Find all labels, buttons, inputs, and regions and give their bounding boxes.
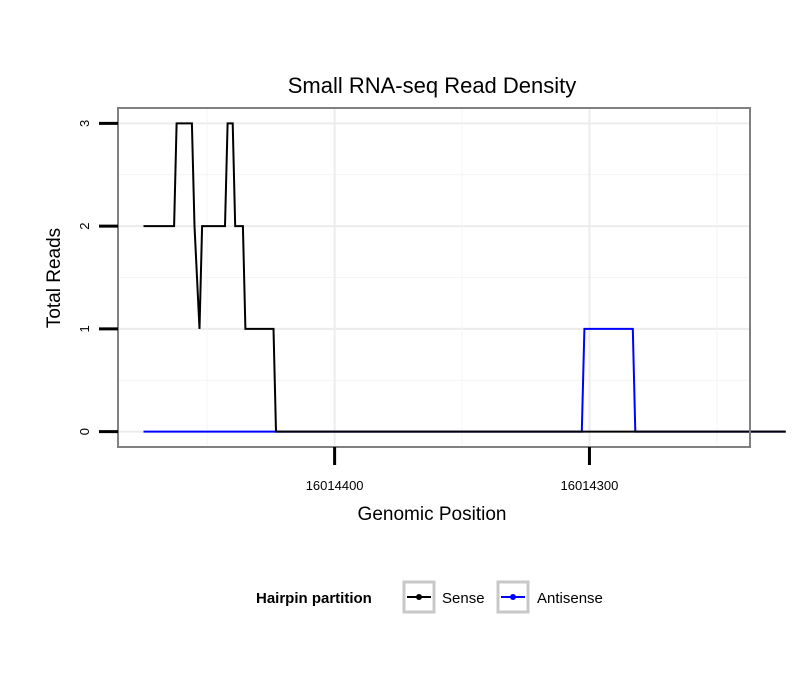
plot-border [117,107,751,448]
y-tick-label: 1 [77,325,92,332]
y-tick-label: 2 [77,222,92,229]
legend-title: Hairpin partition [256,590,372,607]
y-axis: 0 1 2 3 [77,120,118,435]
y-tick-label: 3 [77,120,92,127]
grid-lines [118,108,750,447]
x-axis-title: Genomic Position [358,504,507,525]
legend-label-sense: Sense [442,590,485,607]
x-axis: 16014400 16014300 [306,447,619,493]
series-line-sense [143,122,786,433]
y-axis-title: Total Reads [44,228,65,328]
legend-point-antisense [510,594,516,600]
legend-point-sense [416,594,422,600]
legend-item-sense: Sense [402,580,485,614]
x-tick-label: 16014400 [306,478,364,493]
x-tick-label: 16014300 [561,478,619,493]
legend-item-antisense: Antisense [496,580,603,614]
chart-title: Small RNA-seq Read Density [288,73,577,98]
legend-label-antisense: Antisense [537,590,603,607]
y-tick-label: 0 [77,428,92,435]
series-lines [143,122,786,433]
legend: Hairpin partition Sense Antisense [256,580,603,614]
